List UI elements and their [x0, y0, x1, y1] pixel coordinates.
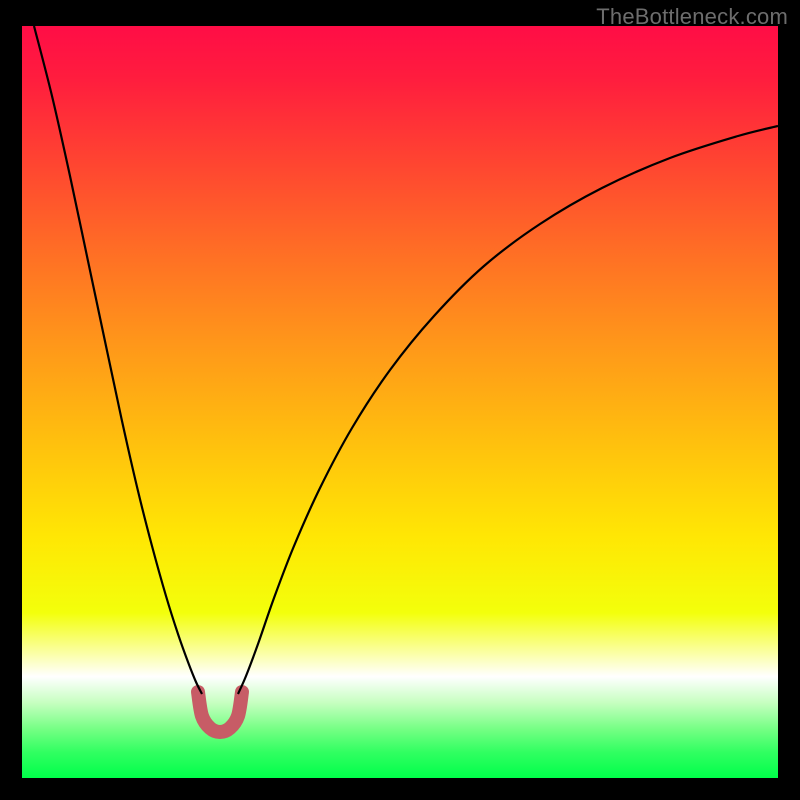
watermark-text: TheBottleneck.com — [596, 4, 788, 30]
plot-svg — [22, 26, 778, 778]
curve-left — [34, 26, 202, 694]
plot-area — [22, 26, 778, 778]
curve-right — [238, 126, 778, 694]
image-root: TheBottleneck.com — [0, 0, 800, 800]
valley-marker — [198, 692, 242, 732]
